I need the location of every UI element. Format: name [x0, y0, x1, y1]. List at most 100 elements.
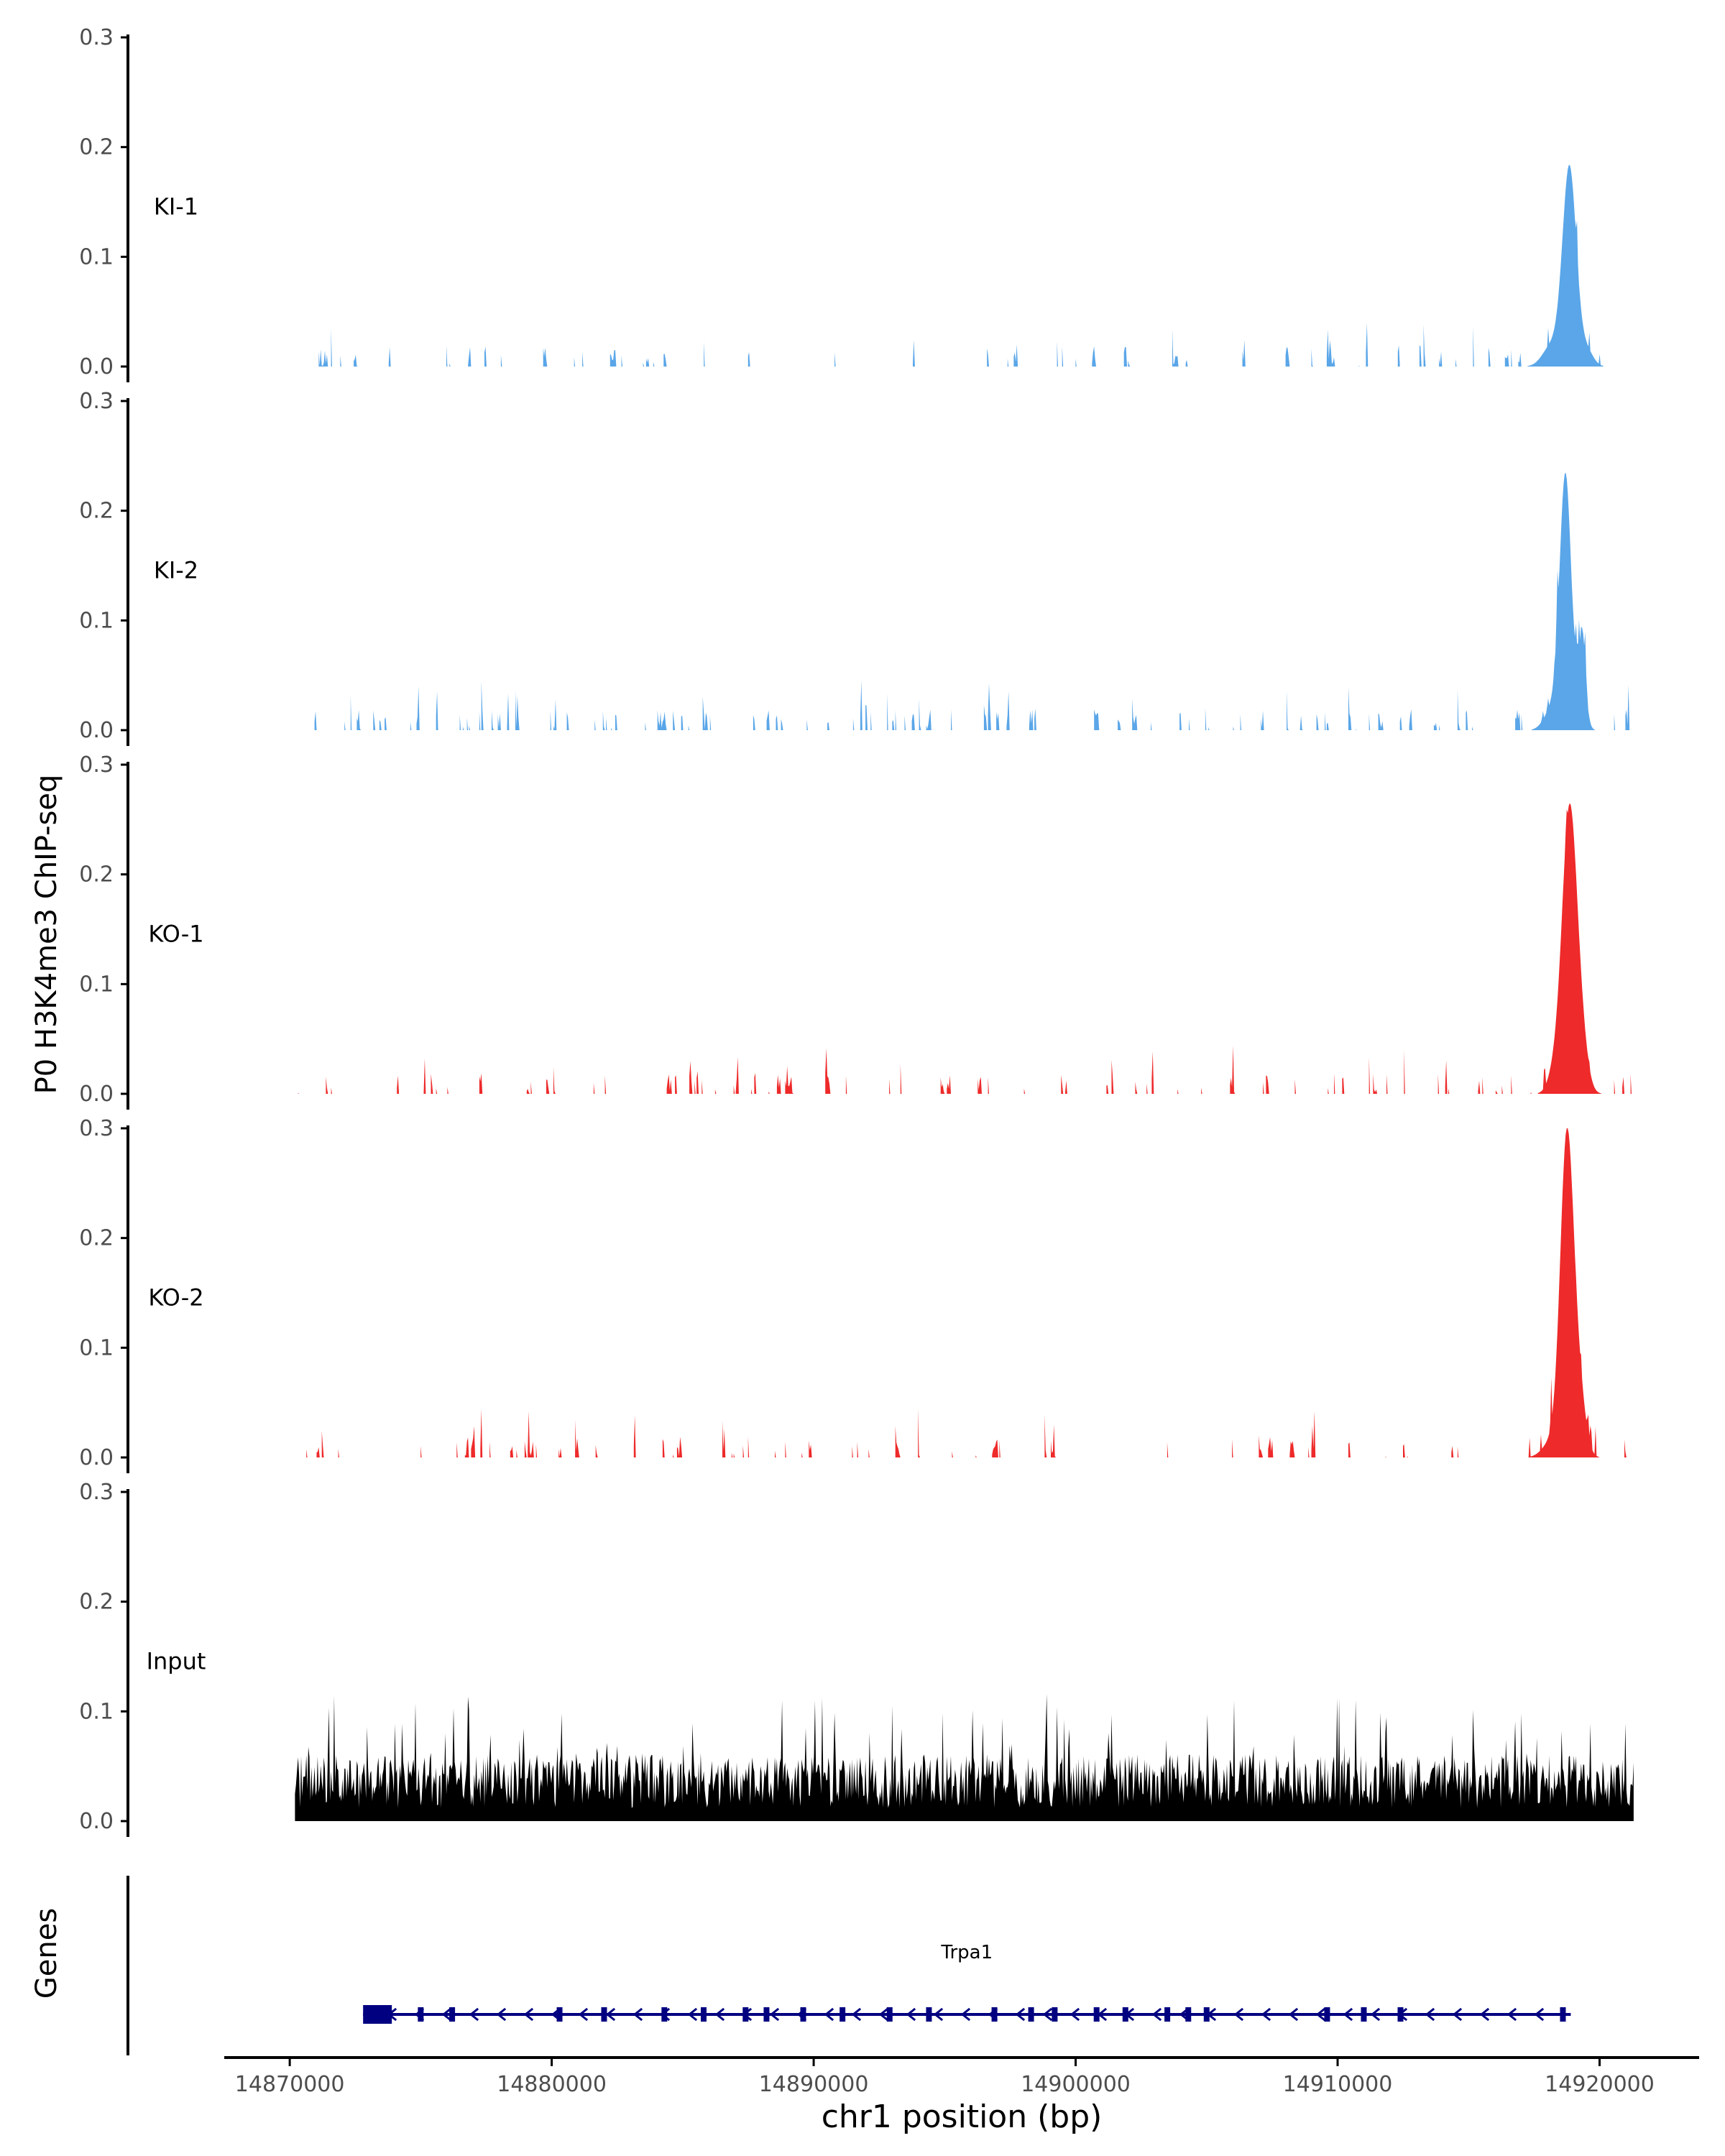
y-tick-label: 0.1: [79, 972, 114, 997]
gene-exon: [926, 2007, 932, 2022]
strand-arrow: [714, 2007, 725, 2022]
x-tick-label: 14890000: [759, 2072, 869, 2097]
x-axis-title: chr1 position (bp): [822, 2099, 1103, 2135]
gene-exon: [1028, 2007, 1034, 2022]
strand-arrow: [906, 2007, 916, 2022]
track-label: Input: [147, 1648, 206, 1675]
signal-area-ki-1: [318, 165, 1604, 367]
y-tick-label: 0.2: [79, 862, 114, 888]
track-ko-2: 0.0 0.1 0.2 0.3 KO-2: [79, 1116, 1627, 1473]
strand-arrow: [1479, 2007, 1490, 2022]
gene-exon: [1203, 2007, 1210, 2022]
strand-arrow: [1370, 2007, 1381, 2022]
track-label: KO-2: [148, 1284, 203, 1312]
gene-utr-block: [363, 2005, 392, 2024]
y-tick-label: 0.3: [79, 1480, 114, 1505]
strand-arrow: [1042, 2007, 1053, 2022]
y-tick-label: 0.0: [79, 1082, 114, 1107]
y-tick-label: 0.3: [79, 1116, 114, 1141]
y-tick-label: 0.1: [79, 1699, 114, 1724]
strand-arrow: [605, 2007, 616, 2022]
strand-arrow: [1315, 2007, 1326, 2022]
genes-axis-title: Genes: [30, 1908, 63, 1999]
y-tick-label: 0.1: [79, 244, 114, 270]
gene-exon: [840, 2007, 846, 2022]
y-tick-label: 0.0: [79, 718, 114, 743]
track-input: 0.0 0.1 0.2 0.3 Input: [79, 1480, 1634, 1837]
track-ki-2: 0.0 0.1 0.2 0.3 KI-2: [79, 389, 1630, 746]
strand-arrow: [851, 2007, 862, 2022]
x-axis: chr1 position (bp) 14870000 14880000 14890…: [224, 2056, 1699, 2135]
y-axis-title: P0 H3K4me3 ChIP-seq: [30, 775, 63, 1095]
signal-tracks: 0.00.10.20.3KI-10.00.10.20.3KI-20.00.10.…: [79, 25, 1634, 1837]
gene-exon: [1361, 2007, 1367, 2022]
signal-area-ki-2: [314, 472, 1630, 730]
gene-exon: [661, 2007, 668, 2022]
x-tick-label: 14900000: [1021, 2072, 1131, 2097]
gene-exon: [1093, 2007, 1100, 2022]
track-ko-1: 0.0 0.1 0.2 0.3 KO-1: [79, 752, 1632, 1110]
strand-arrow: [1343, 2007, 1353, 2022]
x-tick-label: 14920000: [1545, 2072, 1655, 2097]
strand-arrow: [632, 2007, 643, 2022]
strand-arrow: [1425, 2007, 1435, 2022]
gene-exon: [1185, 2007, 1192, 2022]
gene-exon: [418, 2007, 424, 2022]
y-tick-label: 0.3: [79, 752, 114, 778]
y-tick-label: 0.2: [79, 499, 114, 524]
y-tick-label: 0.1: [79, 1335, 114, 1360]
y-tick-label: 0.3: [79, 389, 114, 414]
track-label: KI-2: [154, 557, 198, 584]
strand-arrow: [578, 2007, 589, 2022]
signal-area-input: [295, 1694, 1634, 1821]
gene-exon: [1122, 2007, 1128, 2022]
strand-arrow: [441, 2007, 452, 2022]
y-tick-label: 0.2: [79, 135, 114, 160]
signal-area-ko-2: [306, 1128, 1627, 1457]
y-tick-label: 0.3: [79, 25, 114, 50]
gene-exon: [1164, 2007, 1171, 2022]
gene-exon: [886, 2007, 893, 2022]
gene-exon: [1324, 2007, 1330, 2022]
strand-arrow: [1261, 2007, 1271, 2022]
strand-arrow: [1288, 2007, 1299, 2022]
strand-arrow: [1151, 2007, 1162, 2022]
gene-exon: [742, 2007, 749, 2022]
strand-arrow: [469, 2007, 479, 2022]
gene-exon: [601, 2007, 607, 2022]
strand-arrow: [769, 2007, 780, 2022]
strand-arrow: [1233, 2007, 1244, 2022]
gene-exon: [1052, 2007, 1058, 2022]
gene-exon: [800, 2007, 806, 2022]
y-tick-label: 0.0: [79, 1445, 114, 1470]
strand-arrow: [687, 2007, 698, 2022]
y-tick-label: 0.0: [79, 1809, 114, 1834]
y-tick-label: 0.2: [79, 1226, 114, 1251]
gene-exon: [449, 2007, 456, 2022]
strand-arrow: [960, 2007, 971, 2022]
gene-exon: [1397, 2007, 1404, 2022]
track-ki-1: 0.0 0.1 0.2 0.3 KI-1: [79, 25, 1604, 382]
strand-arrow: [824, 2007, 834, 2022]
strand-arrow: [523, 2007, 534, 2022]
strand-arrow: [933, 2007, 944, 2022]
strand-arrow: [496, 2007, 507, 2022]
track-label: KI-1: [154, 193, 198, 221]
y-tick-label: 0.1: [79, 608, 114, 633]
strand-arrow: [878, 2007, 889, 2022]
gene-label-trpa1: Trpa1: [940, 1942, 993, 1963]
x-tick-label: 14910000: [1283, 2072, 1393, 2097]
genes-panel: Genes Trpa1: [30, 1876, 1571, 2055]
y-tick-label: 0.2: [79, 1590, 114, 1615]
x-tick-label: 14870000: [235, 2072, 345, 2097]
gene-exon: [991, 2007, 998, 2022]
signal-area-ko-1: [298, 803, 1632, 1094]
gene-exon: [556, 2007, 563, 2022]
strand-arrow: [1015, 2007, 1026, 2022]
strand-arrow: [1070, 2007, 1080, 2022]
x-tick-label: 14880000: [497, 2072, 607, 2097]
gene-exon: [763, 2007, 770, 2022]
y-tick-label: 0.0: [79, 354, 114, 379]
track-label: KO-1: [148, 921, 203, 948]
